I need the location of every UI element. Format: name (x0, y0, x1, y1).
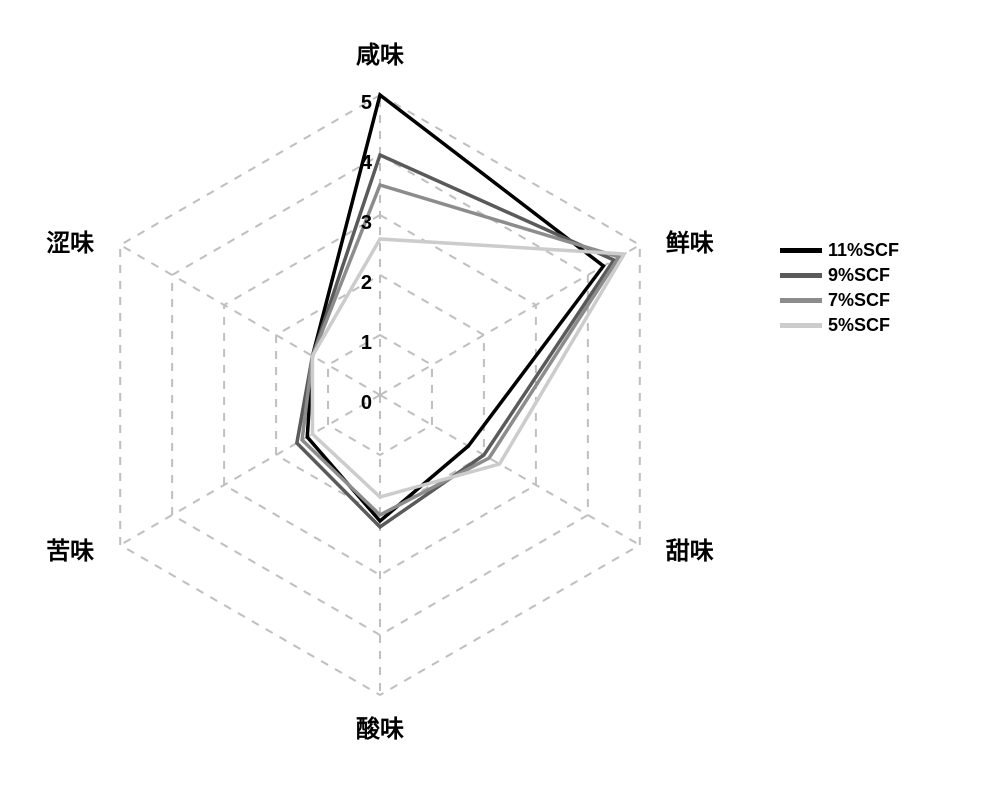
radar-svg: 0 1 2 3 4 5 咸味鲜味甜味酸味 苦味 涩味 (0, 0, 1000, 789)
legend-row-5%SCF: 5%SCF (780, 315, 899, 336)
tick-label-1: 1 (361, 332, 372, 354)
axis-label-astr: 涩味 (46, 230, 94, 257)
legend-swatch (780, 298, 822, 303)
tick-label-4: 4 (361, 152, 373, 174)
axis-label-sweet: 甜味 (666, 538, 714, 565)
series-5%SCF (312, 239, 624, 497)
tick-label-0: 0 (361, 392, 372, 414)
series-11%SCF (307, 95, 603, 521)
series-7%SCF (302, 185, 619, 515)
legend-label: 11%SCF (828, 240, 899, 261)
legend-swatch (780, 323, 822, 328)
tick-label-3: 3 (361, 212, 372, 234)
legend-swatch (780, 273, 822, 278)
radar-chart: 0 1 2 3 4 5 咸味鲜味甜味酸味 苦味 涩味 (0, 0, 1000, 794)
grid-spoke-bitter (120, 395, 380, 545)
axis-label-sour: 酸味 (356, 716, 404, 743)
legend-label: 9%SCF (828, 265, 890, 286)
legend: 11%SCF 9%SCF 7%SCF 5%SCF (780, 240, 899, 340)
legend-row-9%SCF: 9%SCF (780, 265, 899, 286)
legend-swatch (780, 248, 822, 253)
legend-row-7%SCF: 7%SCF (780, 290, 899, 311)
axis-label-umami: 鲜味 (666, 229, 714, 257)
axis-label-salty: 咸味 (356, 42, 404, 69)
tick-label-5: 5 (361, 92, 372, 114)
legend-label: 7%SCF (828, 290, 890, 311)
tick-label-2: 2 (361, 272, 372, 294)
legend-label: 5%SCF (828, 315, 890, 336)
legend-row-11%SCF: 11%SCF (780, 240, 899, 261)
axis-label-bitter: 苦味 (46, 538, 94, 565)
